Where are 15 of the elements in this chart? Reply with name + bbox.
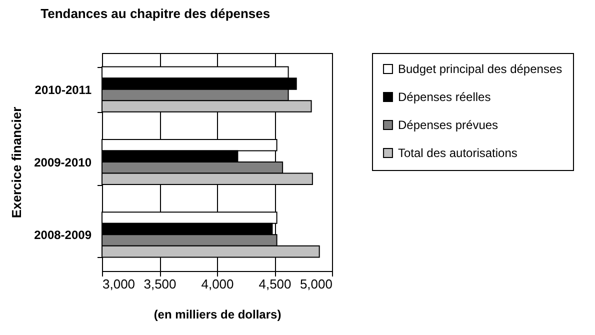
legend-label: Dépenses prévues (398, 118, 498, 132)
x-tick-label: 3,500 (144, 276, 176, 292)
legend-label: Total des autorisations (398, 146, 518, 160)
y-tick-label: 2009-2010 (34, 156, 92, 170)
y-tick-label: 2010-2011 (34, 82, 92, 97)
x-tick-label: 4,500 (258, 276, 292, 292)
y-tick-label: 2008-2009 (34, 228, 92, 242)
x-tick-label: 4,000 (201, 276, 234, 292)
x-tick-label: 5,000 (300, 276, 332, 292)
legend-label: Dépenses réelles (398, 90, 491, 104)
chart-title: Tendances au chapitre des dépenses (40, 6, 270, 21)
y-axis-title: Exercice financier (9, 106, 24, 218)
x-tick-label: 3,000 (102, 276, 136, 292)
x-axis-title: (en milliers de dollars) (154, 308, 282, 322)
legend-label: Budget principal des dépenses (398, 62, 562, 76)
